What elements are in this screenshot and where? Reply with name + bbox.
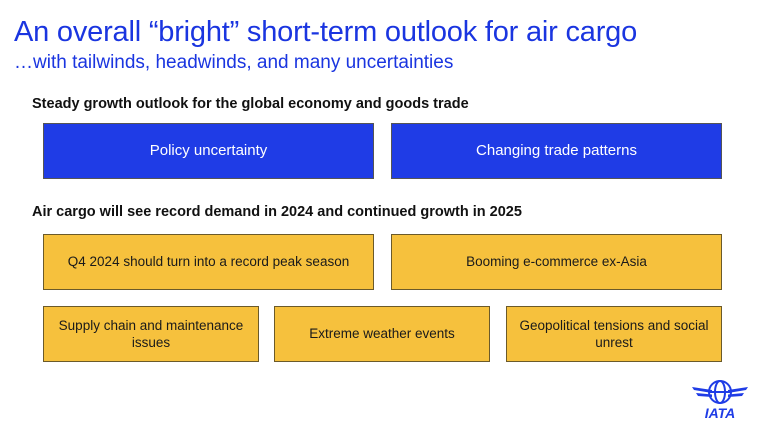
section-heading-air-cargo: Air cargo will see record demand in 2024… <box>32 204 522 220</box>
iata-logo-text: IATA <box>705 405 736 420</box>
box-changing-trade-patterns: Changing trade patterns <box>391 123 722 179</box>
box-policy-uncertainty: Policy uncertainty <box>43 123 374 179</box>
slide-subtitle: …with tailwinds, headwinds, and many unc… <box>14 52 454 73</box>
box-supply-chain: Supply chain and maintenance issues <box>43 306 259 362</box>
box-q4-peak-season: Q4 2024 should turn into a record peak s… <box>43 234 374 290</box>
iata-logo: IATA <box>690 378 750 421</box>
section-heading-economy: Steady growth outlook for the global eco… <box>32 96 469 112</box>
box-booming-ecommerce: Booming e-commerce ex-Asia <box>391 234 722 290</box>
box-extreme-weather: Extreme weather events <box>274 306 490 362</box>
box-geopolitical-tensions: Geopolitical tensions and social unrest <box>506 306 722 362</box>
iata-globe-icon: IATA <box>692 380 748 421</box>
slide-title: An overall “bright” short-term outlook f… <box>14 16 638 48</box>
